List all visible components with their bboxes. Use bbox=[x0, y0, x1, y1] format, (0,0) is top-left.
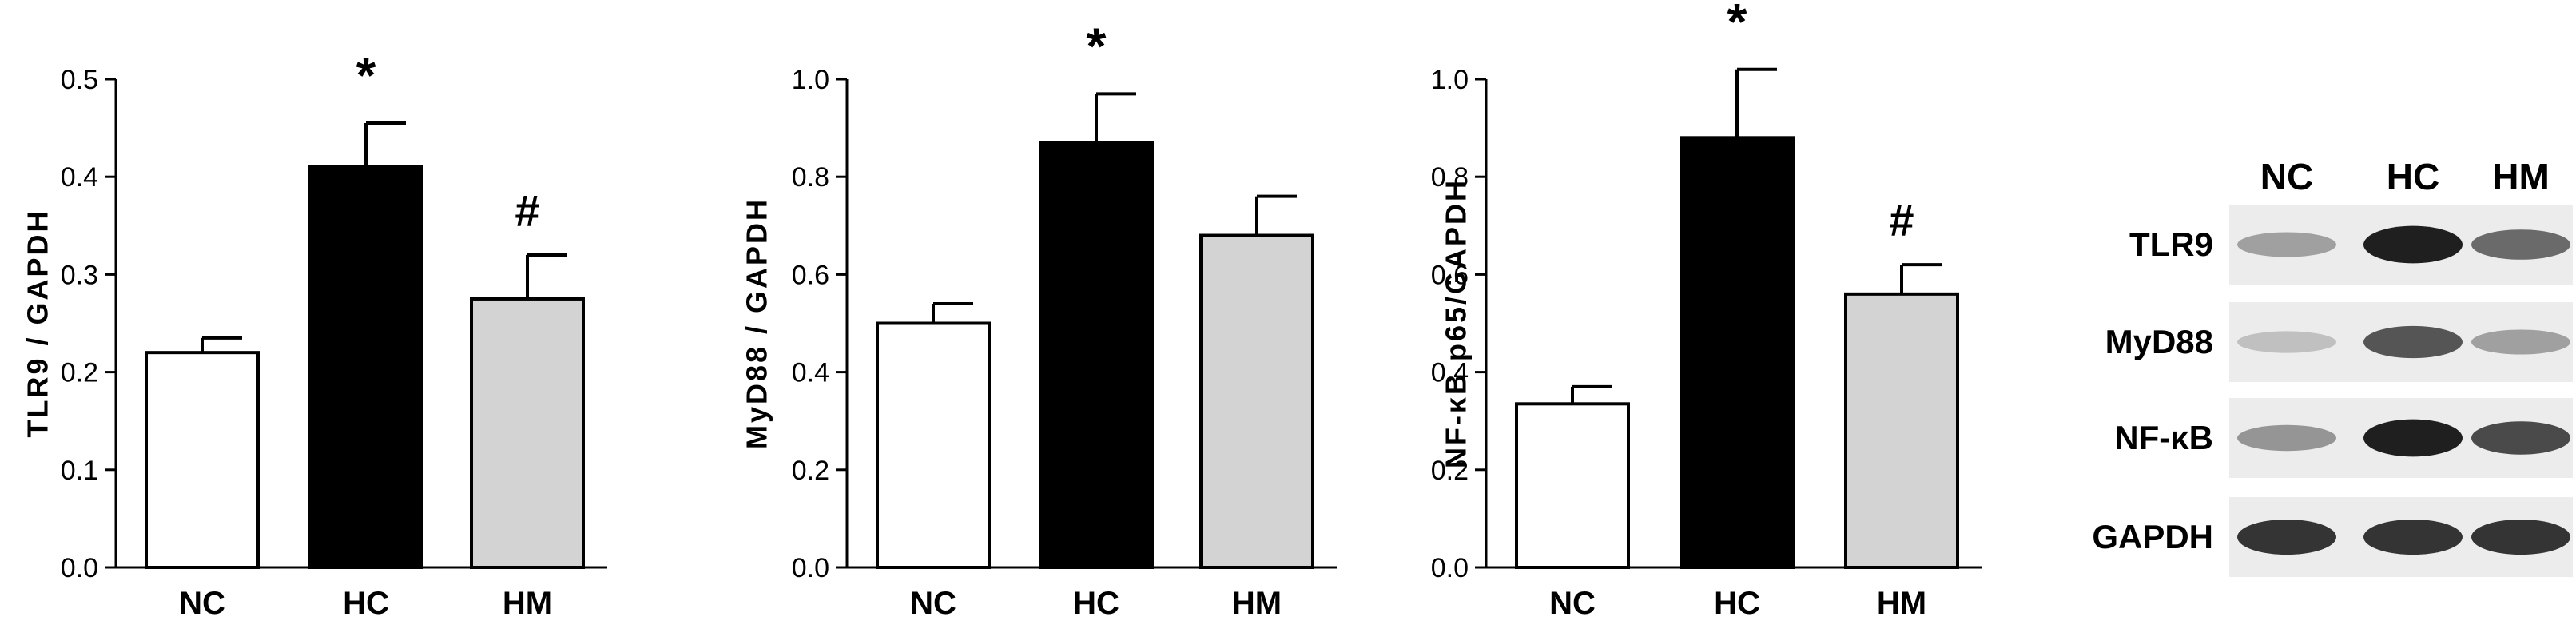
western-blot-panel: NC HC HM TLR9 MyD88 NF-κB GAPDH bbox=[2092, 156, 2573, 577]
blot-row-label: MyD88 bbox=[2105, 323, 2213, 360]
bar-nc bbox=[1515, 402, 1630, 569]
blot-band bbox=[2237, 519, 2336, 555]
y-tick-label: 0.8 bbox=[1431, 162, 1469, 193]
blot-band bbox=[2363, 325, 2463, 359]
y-tick-label: 0.0 bbox=[1431, 553, 1469, 583]
blot-band bbox=[2471, 229, 2570, 260]
y-axis-label: NF-κB p65/GAPDH bbox=[1440, 178, 1473, 468]
x-category-label: HC bbox=[1073, 586, 1119, 621]
y-tick-label: 0.6 bbox=[1431, 260, 1469, 290]
blot-row-label: TLR9 bbox=[2129, 225, 2213, 263]
x-category-label: HM bbox=[1232, 586, 1282, 621]
x-category-label: NC bbox=[1549, 586, 1596, 621]
x-category-label: HM bbox=[1877, 586, 1926, 621]
y-tick-label: 0.4 bbox=[1431, 358, 1469, 388]
bar-hm bbox=[1844, 292, 1959, 569]
bar-nc bbox=[876, 321, 991, 569]
y-axis-label: MyD88 / GAPDH bbox=[741, 197, 773, 449]
significance-asterisk: * bbox=[356, 46, 376, 104]
significance-hash: # bbox=[515, 185, 539, 236]
y-tick-label: 1.0 bbox=[1431, 65, 1469, 95]
blot-band bbox=[2237, 331, 2336, 353]
blot-row-label: GAPDH bbox=[2092, 518, 2213, 555]
x-category-label: HC bbox=[343, 586, 389, 621]
x-category-label: NC bbox=[179, 586, 225, 621]
blot-lane-label: HM bbox=[2492, 156, 2550, 197]
bar-nc bbox=[145, 351, 260, 569]
y-tick-label: 0.2 bbox=[1431, 456, 1469, 486]
blot-band bbox=[2363, 519, 2463, 555]
significance-asterisk: * bbox=[1727, 0, 1747, 50]
y-tick-label: 0.8 bbox=[792, 162, 829, 193]
blot-band bbox=[2471, 519, 2570, 555]
y-tick-label: 0.0 bbox=[61, 553, 98, 583]
x-category-label: HC bbox=[1714, 586, 1760, 621]
bar-hc bbox=[1680, 136, 1795, 569]
y-axis-label: TLR9 / GAPDH bbox=[22, 209, 54, 437]
bar-hm bbox=[1199, 233, 1314, 569]
bar-hc bbox=[308, 165, 423, 569]
blot-band bbox=[2363, 419, 2463, 457]
bar-hm bbox=[470, 297, 585, 569]
significance-hash: # bbox=[1889, 195, 1914, 245]
chart-panel-2: 0.0 0.2 0.4 0.6 0.8 1.0 MyD88 / GAPDH NC HC * HM bbox=[741, 17, 1337, 621]
blot-band bbox=[2237, 232, 2336, 257]
blot-band bbox=[2363, 225, 2463, 264]
y-tick-label: 0.6 bbox=[792, 260, 829, 290]
bar-hc bbox=[1039, 141, 1154, 569]
x-category-label: HM bbox=[503, 586, 552, 621]
blot-lane-label: HC bbox=[2387, 156, 2439, 197]
y-tick-label: 0.1 bbox=[61, 456, 98, 486]
y-tick-label: 1.0 bbox=[792, 65, 829, 95]
y-tick-label: 0.4 bbox=[61, 162, 98, 193]
y-tick-label: 0.4 bbox=[792, 358, 829, 388]
blot-band bbox=[2237, 424, 2336, 452]
y-tick-label: 0.0 bbox=[792, 553, 829, 583]
blot-lane-label: NC bbox=[2260, 156, 2313, 197]
significance-asterisk: * bbox=[1087, 17, 1107, 74]
x-category-label: NC bbox=[910, 586, 956, 621]
y-tick-label: 0.2 bbox=[792, 456, 829, 486]
blot-band bbox=[2471, 421, 2570, 455]
y-tick-label: 0.2 bbox=[61, 358, 98, 388]
blot-band bbox=[2471, 329, 2570, 355]
chart-panel-3: 0.0 0.2 0.4 0.6 0.8 1.0 NF-κB p65/GAPDH NC HC * HM… bbox=[1431, 0, 1982, 621]
y-tick-label: 0.5 bbox=[61, 65, 98, 95]
chart-panel-1: 0.0 0.1 0.2 0.3 0.4 0.5 TLR9 / GAPDH NC HC * HM # bbox=[22, 46, 607, 621]
blot-row-label: NF-κB bbox=[2114, 419, 2213, 456]
y-tick-label: 0.3 bbox=[61, 260, 98, 290]
